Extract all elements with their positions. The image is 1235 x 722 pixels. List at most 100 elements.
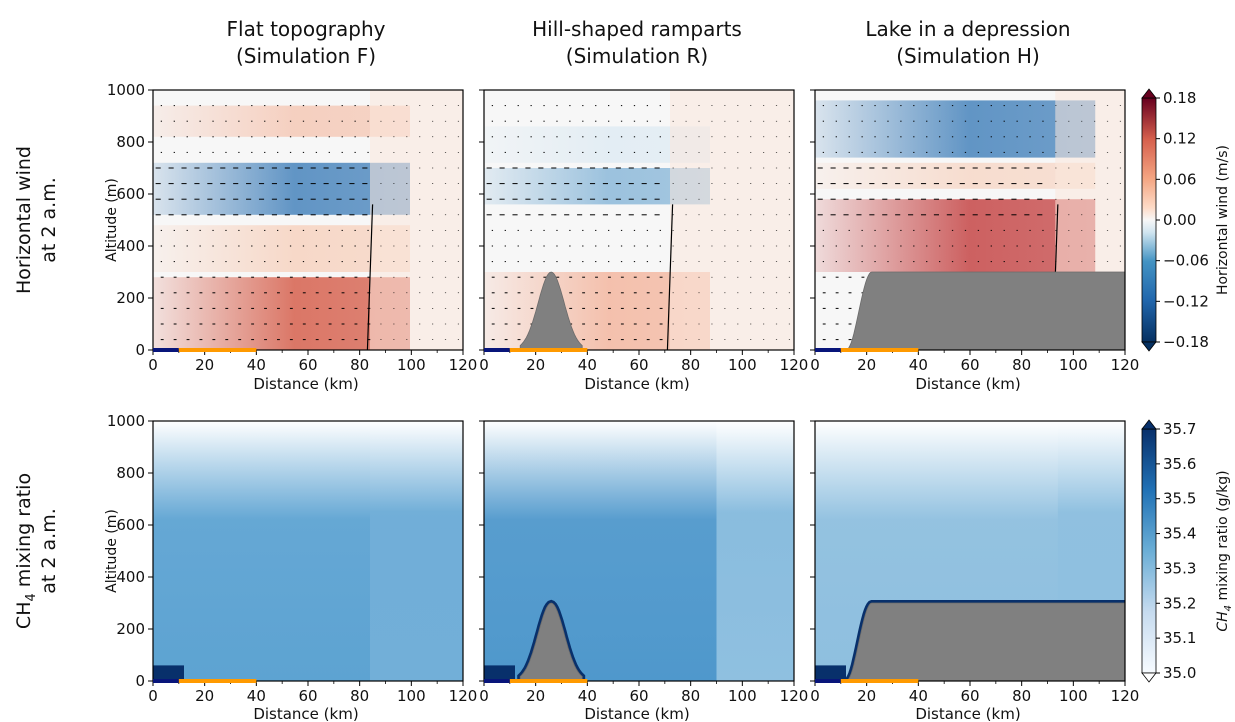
colorbar-extend-bottom <box>1141 672 1157 683</box>
y-tick-label: 1000 <box>107 81 145 99</box>
x-tick-label: 0 <box>479 356 489 374</box>
x-tick-label: 100 <box>1059 687 1088 705</box>
x-tick-label: 20 <box>526 356 545 374</box>
colorbar-label-ch4-base: CH <box>1215 611 1231 632</box>
x-tick-label: 100 <box>728 687 757 705</box>
x-tick-label: 60 <box>960 356 979 374</box>
x-tick-label: 40 <box>909 356 928 374</box>
lake-strip <box>815 348 841 352</box>
post-front-field <box>370 90 463 350</box>
x-tick-label: 0 <box>810 687 820 705</box>
colorbar-gradient <box>1141 97 1157 343</box>
colorbar-extend-bottom <box>1141 341 1157 352</box>
x-tick-label: 20 <box>857 687 876 705</box>
wind-band <box>815 162 1096 189</box>
x-tick-label: 80 <box>1012 356 1031 374</box>
land-strip <box>509 348 588 352</box>
panel-CH4_mixing_ratio-1: 0 20 40 60 80 100 120 <box>479 420 808 705</box>
x-tick-label: 60 <box>298 687 317 705</box>
post-front-field <box>670 90 794 350</box>
y-tick-label: 800 <box>116 133 145 151</box>
colorbar-label-wind: Horizontal wind (m/s) <box>1215 145 1231 295</box>
x-tick-label: 40 <box>909 687 928 705</box>
colorbar-tick-label: −0.18 <box>1163 333 1209 351</box>
x-tick-label: 120 <box>1111 356 1140 374</box>
terrain <box>845 602 1125 681</box>
x-tick-label: 120 <box>780 356 809 374</box>
y-tick-label: 0 <box>135 341 145 359</box>
wind-band <box>153 225 410 272</box>
panel-CH4_mixing_ratio-2: 0 20 40 60 80 100 120 <box>810 420 1139 705</box>
xlabel-r1-r: Distance (km) <box>584 375 689 393</box>
panel-field <box>484 90 794 350</box>
colorbar-tick-label: 35.4 <box>1163 525 1196 543</box>
colorbar-tick-label: −0.12 <box>1163 292 1209 310</box>
panel-field <box>484 421 794 681</box>
x-tick-label: 100 <box>728 356 757 374</box>
wind-band <box>153 162 410 215</box>
column-title-r-line2: (Simulation R) <box>566 44 708 68</box>
x-tick-label: 80 <box>681 687 700 705</box>
ch4-surface-layer <box>484 665 515 681</box>
colorbar-tick-label: 35.0 <box>1163 664 1196 682</box>
x-tick-label: 0 <box>810 356 820 374</box>
column-title-f-line1: Flat topography <box>227 17 386 41</box>
lake-strip <box>153 679 179 683</box>
lake-strip <box>153 348 179 352</box>
land-strip <box>840 348 919 352</box>
x-tick-label: 20 <box>195 356 214 374</box>
wind-band <box>815 199 1096 272</box>
row-label-wind-line2: at 2 a.m. <box>38 177 60 263</box>
row-label-wind-line1: Horizontal wind <box>13 146 35 294</box>
colorbar-tick-label: 0.18 <box>1163 89 1196 107</box>
front-line <box>366 204 374 350</box>
ch4-field-east <box>716 421 794 681</box>
x-tick-label: 60 <box>629 356 648 374</box>
colorbar-tick-label: 35.7 <box>1163 420 1196 438</box>
x-tick-label: 20 <box>195 687 214 705</box>
panel-horizontal_wind-0: 0 20 40 60 80 100 120 0 200 400 600 800 1000 <box>107 81 478 374</box>
y-tick-label: 600 <box>116 185 145 203</box>
terrain <box>845 271 1125 350</box>
y-tick-label: 200 <box>116 289 145 307</box>
x-tick-label: 120 <box>449 356 478 374</box>
wind-band <box>153 105 410 137</box>
panel-field <box>815 90 1125 350</box>
x-tick-label: 40 <box>578 356 597 374</box>
land-strip <box>178 679 257 683</box>
colorbar-tick-label: −0.06 <box>1163 252 1209 270</box>
x-tick-label: 40 <box>578 687 597 705</box>
colorbars-layer: 0.180.120.060.00−0.06−0.12−0.1835.735.63… <box>1141 88 1209 683</box>
column-title-h-line2: (Simulation H) <box>896 44 1040 68</box>
panel-field <box>815 421 1125 681</box>
x-tick-label: 120 <box>449 687 478 705</box>
land-strip <box>509 679 588 683</box>
column-title-r-line1: Hill-shaped ramparts <box>532 17 742 41</box>
terrain <box>519 271 583 350</box>
land-strip <box>178 348 257 352</box>
y-tick-label: 0 <box>135 672 145 690</box>
wind-band <box>815 100 1096 158</box>
x-tick-label: 100 <box>1059 356 1088 374</box>
land-strip <box>840 679 919 683</box>
x-tick-label: 20 <box>526 687 545 705</box>
x-tick-label: 0 <box>148 356 158 374</box>
x-tick-label: 80 <box>350 356 369 374</box>
ch4-surface-layer <box>153 665 184 681</box>
colorbar-label-ch4-sub: 4 <box>1223 605 1234 611</box>
x-tick-label: 40 <box>247 687 266 705</box>
column-title-f-line2: (Simulation F) <box>236 44 376 68</box>
xlabel-r1-f: Distance (km) <box>253 375 358 393</box>
colorbar-CH4_mixing_ratio: 35.7 35.6 35.5 35.4 35.3 35.2 35.1 35.0 <box>1141 419 1196 683</box>
x-tick-label: 0 <box>148 687 158 705</box>
x-tick-label: 80 <box>350 687 369 705</box>
colorbar-label-ch4-rest: mixing ratio (g/kg) <box>1215 470 1231 605</box>
colorbar-label-ch4: CH4 mixing ratio (g/kg) <box>1215 470 1234 631</box>
ylabel-row1: Altitude (m) <box>104 178 120 262</box>
y-tick-label: 400 <box>116 237 145 255</box>
y-tick-label: 1000 <box>107 412 145 430</box>
panel-horizontal_wind-1: 0 20 40 60 80 100 120 <box>479 89 809 374</box>
ch4-surface-layer <box>815 665 846 681</box>
lake-strip <box>484 348 510 352</box>
colorbar-tick-label: 0.06 <box>1163 170 1196 188</box>
